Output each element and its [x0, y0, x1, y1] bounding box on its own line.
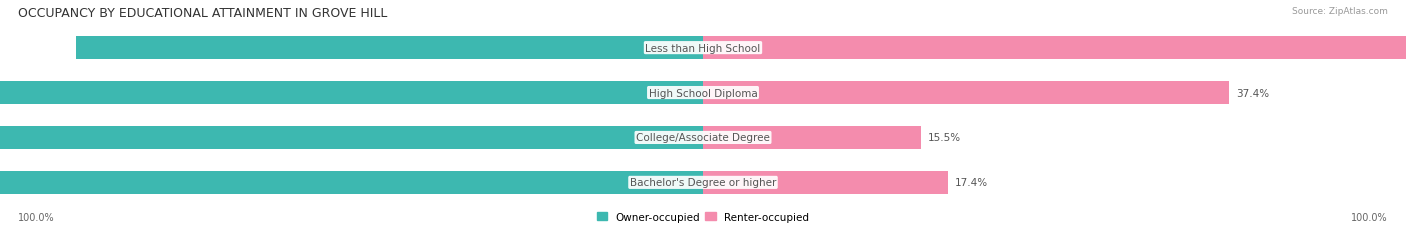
Bar [0, 171, 703, 194]
Text: Less than High School: Less than High School [645, 43, 761, 53]
Bar [0, 82, 703, 104]
Text: OCCUPANCY BY EDUCATIONAL ATTAINMENT IN GROVE HILL: OCCUPANCY BY EDUCATIONAL ATTAINMENT IN G… [18, 7, 388, 20]
Legend: Owner-occupied, Renter-occupied: Owner-occupied, Renter-occupied [593, 208, 813, 226]
Text: 37.4%: 37.4% [1236, 88, 1270, 98]
Text: Bachelor's Degree or higher: Bachelor's Degree or higher [630, 178, 776, 188]
Text: 15.5%: 15.5% [928, 133, 962, 143]
Text: Source: ZipAtlas.com: Source: ZipAtlas.com [1292, 7, 1388, 16]
Bar [703, 37, 1406, 60]
Text: High School Diploma: High School Diploma [648, 88, 758, 98]
Bar [0, 126, 703, 149]
Text: College/Associate Degree: College/Associate Degree [636, 133, 770, 143]
Bar [76, 37, 703, 60]
Bar [703, 171, 948, 194]
Bar [703, 82, 1229, 104]
Bar [703, 126, 921, 149]
Text: 44.6%: 44.6% [35, 43, 69, 53]
Text: 17.4%: 17.4% [955, 178, 988, 188]
Text: 100.0%: 100.0% [18, 212, 55, 222]
Text: 100.0%: 100.0% [1351, 212, 1388, 222]
